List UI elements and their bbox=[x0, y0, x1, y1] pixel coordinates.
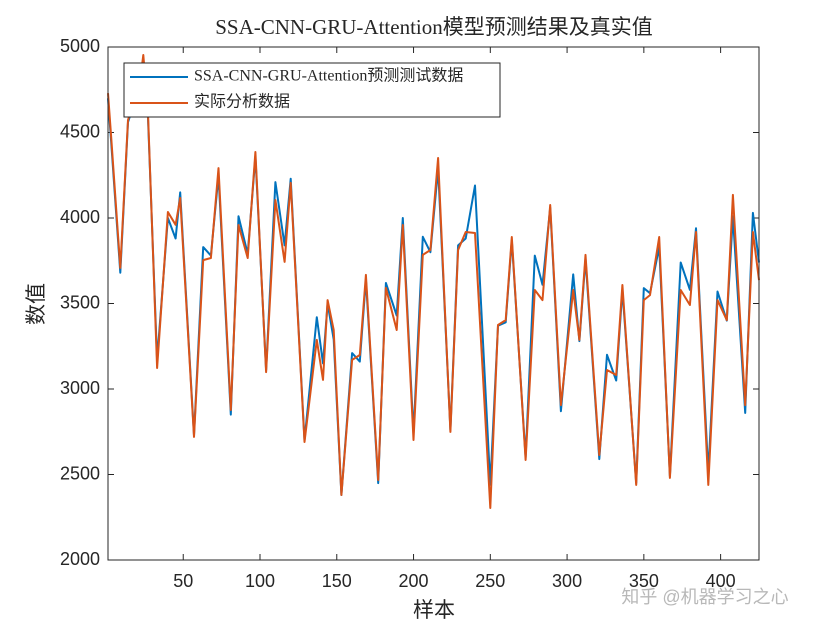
y-axis-label: 数值 bbox=[24, 283, 48, 325]
y-tick-label: 5000 bbox=[60, 36, 100, 56]
y-tick-label: 4500 bbox=[60, 121, 100, 141]
chart-title: SSA-CNN-GRU-Attention模型预测结果及真实值 bbox=[215, 15, 653, 39]
series-line bbox=[107, 54, 760, 509]
x-tick-label: 300 bbox=[552, 571, 582, 591]
y-tick-label: 2000 bbox=[60, 549, 100, 569]
x-tick-label: 350 bbox=[629, 571, 659, 591]
x-tick-label: 100 bbox=[245, 571, 275, 591]
watermark: 知乎 @机器学习之心 bbox=[621, 587, 788, 607]
series-line bbox=[107, 63, 760, 496]
x-tick-label: 50 bbox=[173, 571, 193, 591]
y-tick-label: 3000 bbox=[60, 378, 100, 398]
x-tick-label: 150 bbox=[322, 571, 352, 591]
x-tick-label: 400 bbox=[706, 571, 736, 591]
legend-box bbox=[123, 62, 501, 118]
y-tick-label: 2500 bbox=[60, 463, 100, 483]
legend-label: SSA-CNN-GRU-Attention预测测试数据 bbox=[194, 67, 463, 85]
x-axis-label: 样本 bbox=[413, 598, 455, 622]
y-tick-label: 3500 bbox=[60, 292, 100, 312]
x-tick-label: 250 bbox=[475, 571, 505, 591]
legend-label: 实际分析数据 bbox=[194, 93, 290, 111]
x-tick-label: 200 bbox=[399, 571, 429, 591]
plot-frame bbox=[107, 46, 760, 561]
y-tick-label: 4000 bbox=[60, 207, 100, 227]
